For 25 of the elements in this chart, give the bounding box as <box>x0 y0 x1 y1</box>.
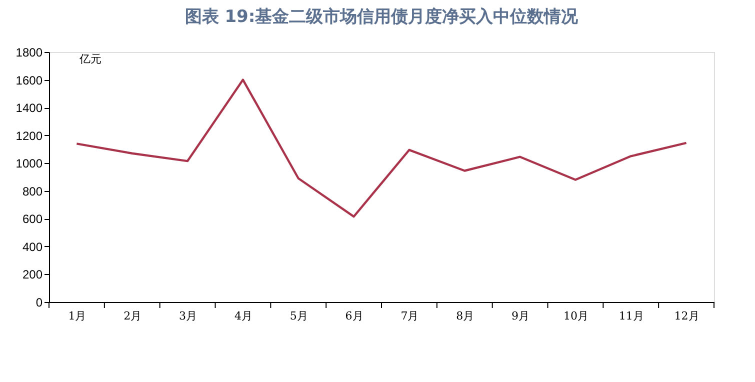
y-tick-label: 600 <box>22 212 43 226</box>
y-tick-label: 1800 <box>16 46 43 60</box>
x-tick-label: 5月 <box>290 310 308 322</box>
line-series <box>76 78 688 218</box>
x-tick-label: 6月 <box>345 310 364 322</box>
y-tick-label: 1000 <box>16 156 43 171</box>
x-tick-label: 3月 <box>179 310 198 322</box>
x-tick-label: 11月 <box>618 310 644 322</box>
x-tick-label: 12月 <box>674 310 700 322</box>
x-tick-label: 1月 <box>68 310 86 322</box>
y-axis-title: 亿元 <box>78 52 102 66</box>
x-tick-label: 2月 <box>124 310 142 322</box>
x-tick-label: 10月 <box>563 310 588 322</box>
x-tick-label: 9月 <box>512 310 530 322</box>
y-tick-label: 1200 <box>16 128 43 143</box>
x-tick-label: 4月 <box>234 310 252 322</box>
y-tick-label: 800 <box>22 184 43 198</box>
y-tick-label: 1600 <box>16 73 43 88</box>
x-tick-label: 7月 <box>400 310 419 322</box>
chart-title: 图表 19:基金二级市场信用债月度净买入中位数情况 <box>184 7 580 27</box>
y-tick-label: 1400 <box>16 101 43 116</box>
y-tick-label: 0 <box>36 296 43 310</box>
y-tick-label: 200 <box>22 268 43 282</box>
x-tick-label: 8月 <box>456 310 474 322</box>
y-tick-label: 400 <box>22 240 43 254</box>
